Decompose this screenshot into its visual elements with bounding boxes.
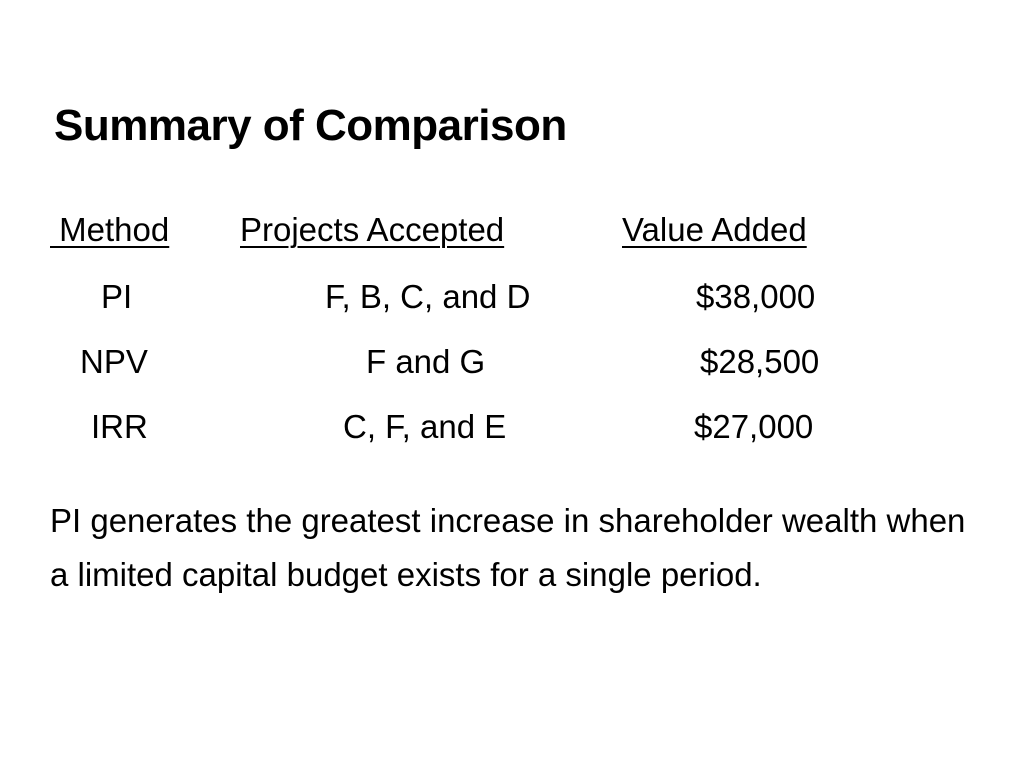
row-value: $27,000	[694, 408, 814, 445]
header-value-added: Value Added	[622, 211, 807, 248]
row-method: NPV	[80, 343, 148, 380]
row-projects: F and G	[366, 343, 486, 380]
row-value: $28,500	[700, 343, 820, 380]
slide-title: Summary of Comparison	[54, 101, 567, 150]
row-method: IRR	[91, 408, 148, 445]
conclusion-text: PI generates the greatest increase in sh…	[50, 502, 966, 593]
row-projects: C, F, and E	[343, 408, 507, 445]
row-projects: F, B, C, and D	[325, 278, 531, 315]
header-projects-accepted: Projects Accepted	[240, 211, 505, 248]
row-value: $38,000	[696, 278, 816, 315]
row-method: PI	[101, 278, 133, 315]
header-method: Method	[50, 211, 170, 248]
